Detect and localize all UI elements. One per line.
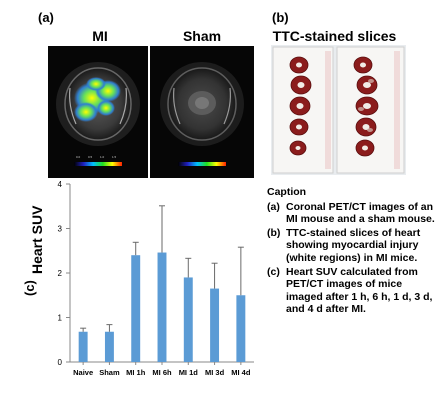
panel-c-label: (c)	[22, 280, 37, 296]
bar	[78, 331, 88, 362]
caption-key: (a)	[267, 200, 280, 213]
x-tick-label: Sham	[99, 368, 120, 377]
caption-key: (b)	[267, 226, 281, 239]
caption-key: (c)	[267, 265, 280, 278]
heart-suv-bar-chart: 0 1 2 3 4 Naive Sham MI 1h MI 6h MI 1d MI 3d MI 4d	[58, 180, 254, 377]
y-tick-label: 3	[58, 225, 63, 234]
caption-item: (c) Heart SUV calculated from PET/CT ima…	[267, 266, 435, 316]
caption-item: (b) TTC-stained slices of heart showing …	[267, 227, 435, 265]
y-tick-label: 2	[58, 269, 63, 278]
x-tick-label: MI 3d	[205, 368, 225, 377]
y-tick-label: 0	[58, 358, 63, 367]
x-tick-label: Naive	[73, 368, 93, 377]
bar	[210, 288, 220, 362]
colorbar-tick: 1.0	[100, 155, 105, 159]
ttc-stained-slices-photo	[271, 45, 406, 175]
caption-item: (a) Coronal PET/CT images of an MI mouse…	[267, 201, 435, 226]
colorbar-tick: 0.5	[88, 155, 93, 159]
y-tick-label: 1	[58, 314, 63, 323]
x-tick-label: MI 4d	[231, 368, 251, 377]
colorbar-tick: 0.0	[76, 155, 81, 159]
y-tick-label: 4	[58, 180, 63, 189]
bar	[131, 255, 141, 362]
caption-text: Coronal PET/CT images of an MI mouse and…	[286, 200, 435, 226]
bar	[157, 252, 167, 362]
caption-text: TTC-stained slices of heart showing myoc…	[286, 226, 421, 264]
sham-pet-ct-image	[150, 46, 254, 178]
bar	[183, 277, 193, 362]
x-tick-label: MI 1h	[126, 368, 146, 377]
x-tick-label: MI 6h	[152, 368, 172, 377]
panel-b-label: (b)	[272, 10, 289, 25]
bar	[104, 331, 114, 362]
caption-text: Heart SUV calculated from PET/CT images …	[286, 265, 433, 316]
panel-a-label: (a)	[38, 10, 54, 25]
x-tick-label: MI 1d	[179, 368, 199, 377]
mi-image-title: MI	[92, 28, 108, 44]
colorbar-tick: 1.5	[112, 155, 117, 159]
ttc-slices-title: TTC-stained slices	[272, 28, 397, 44]
mi-pet-ct-image: 0.0 0.5 1.0 1.5	[48, 46, 148, 178]
caption-block: Caption (a) Coronal PET/CT images of an …	[267, 186, 435, 316]
caption-heading: Caption	[267, 186, 307, 198]
sham-image-title: Sham	[182, 28, 222, 44]
bar	[236, 295, 246, 362]
